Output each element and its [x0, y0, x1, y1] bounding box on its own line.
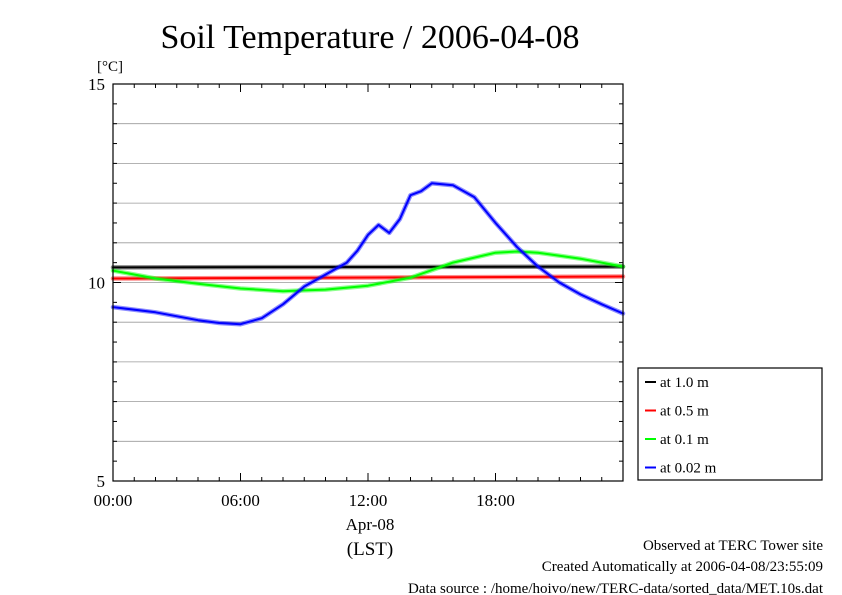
legend-box [637, 367, 823, 481]
axis-ticks: 5 10 15 00:00 06:00 12:00 18:00 [88, 75, 624, 510]
footer-created: Created Automatically at 2006-04-08/23:5… [542, 559, 823, 575]
series-line [112, 250, 624, 293]
legend-label: at 0.5 m [660, 404, 709, 420]
y-tick-label: 15 [88, 75, 105, 94]
series-layer [110, 181, 626, 327]
x-axis-unit-label: (LST) [347, 539, 393, 560]
x-tick-label: 18:00 [476, 491, 515, 510]
y-axis-label: [°C] [97, 59, 123, 75]
x-tick-label: 00:00 [94, 491, 133, 510]
series-line [112, 182, 624, 326]
legend-label: at 1.0 m [660, 375, 709, 391]
grid-lines [113, 123, 623, 442]
y-tick-label: 5 [97, 472, 106, 491]
legend-label: at 0.02 m [660, 461, 717, 477]
footer-observed: Observed at TERC Tower site [643, 538, 823, 554]
legend-label: at 0.1 m [660, 432, 709, 448]
legend: at 1.0 m at 0.5 m at 0.1 m at 0.02 m [637, 367, 823, 481]
series-line [112, 265, 624, 269]
y-tick-label: 10 [88, 274, 105, 293]
x-axis-date-label: Apr-08 [346, 515, 395, 534]
x-tick-label: 12:00 [349, 491, 388, 510]
footer-source: Data source : /home/hoivo/new/TERC-data/… [408, 581, 824, 595]
x-tick-label: 06:00 [221, 491, 260, 510]
chart-title: Soil Temperature / 2006-04-08 [160, 19, 579, 56]
series-line [112, 275, 624, 280]
